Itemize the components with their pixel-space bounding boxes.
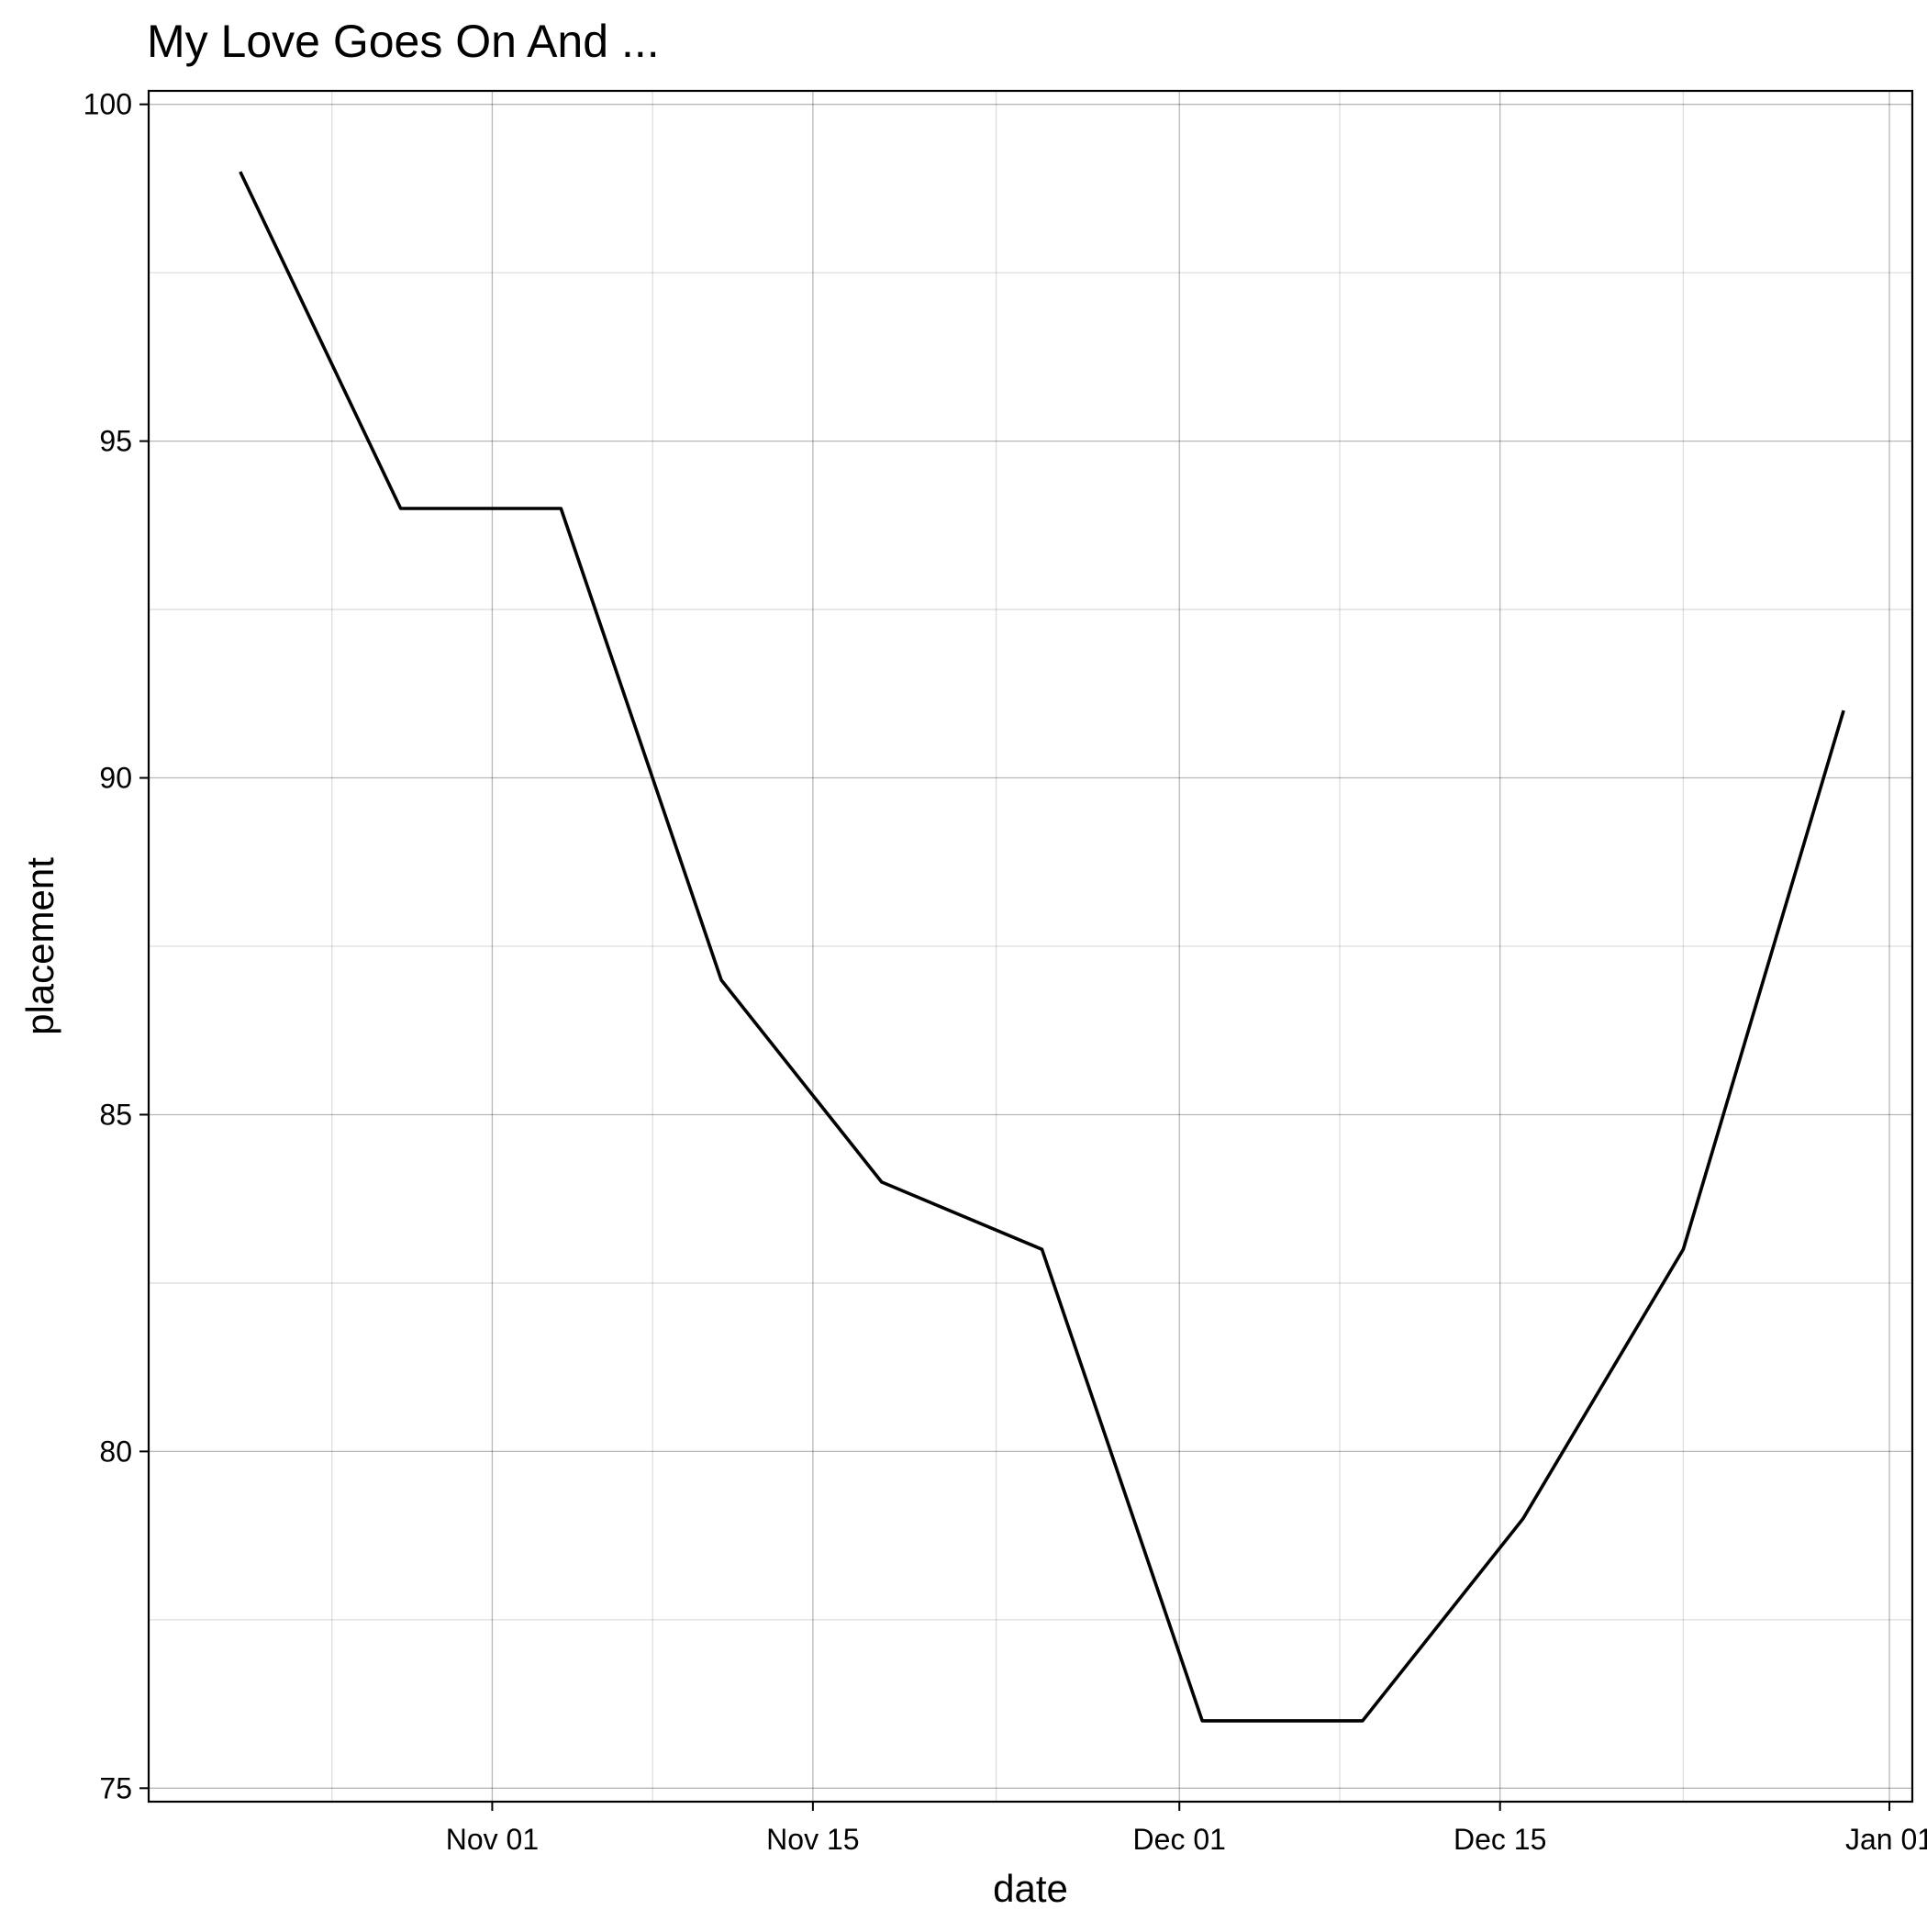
x-tick-label: Dec 01 — [1133, 1823, 1226, 1856]
x-axis: Nov 01 Nov 15 Dec 01 Dec 15 Jan 01 — [446, 1802, 1927, 1856]
chart-title: My Love Goes On And ... — [147, 16, 660, 67]
y-axis-title: placement — [18, 857, 61, 1035]
y-tick-label: 100 — [84, 88, 132, 121]
x-tick-label: Nov 15 — [766, 1823, 859, 1856]
x-tick-label: Nov 01 — [446, 1823, 539, 1856]
y-axis: 75 80 85 90 95 100 — [84, 88, 149, 1805]
minor-gridlines — [149, 91, 1912, 1802]
y-tick-label: 80 — [99, 1435, 132, 1468]
y-tick-label: 75 — [99, 1771, 132, 1804]
x-tick-label: Dec 15 — [1454, 1823, 1546, 1856]
x-axis-title: date — [993, 1867, 1068, 1910]
y-tick-label: 90 — [99, 762, 132, 795]
y-tick-label: 85 — [99, 1098, 132, 1131]
x-tick-label: Jan 01 — [1845, 1823, 1927, 1856]
y-tick-label: 95 — [99, 425, 132, 458]
